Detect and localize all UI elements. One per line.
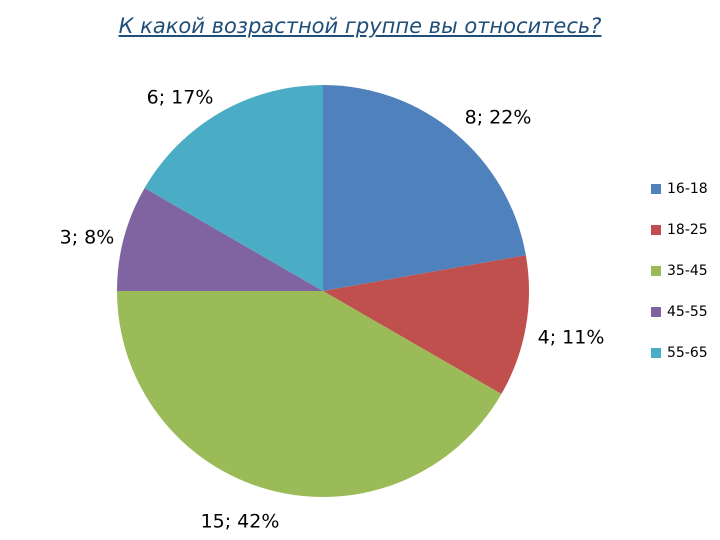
legend-label-45-55: 45-55 [667, 304, 708, 320]
pie-slice-45-55 [117, 188, 323, 291]
legend-swatch-45-55 [651, 307, 661, 317]
legend-swatch-16-18 [651, 184, 661, 194]
pie-slice-18-25 [323, 255, 529, 394]
legend-swatch-35-45 [651, 266, 661, 276]
data-label-45-55: 3; 8% [60, 227, 115, 249]
legend: 16-18 18-25 35-45 45-55 55-65 [651, 181, 708, 361]
data-labels: 8; 22% 4; 11% 15; 42% 3; 8% 6; 17% [60, 87, 605, 533]
chart-title: К какой возрастной группе вы относитесь? [118, 14, 602, 38]
legend-label-35-45: 35-45 [667, 263, 708, 279]
pie-slice-55-65 [144, 85, 323, 291]
legend-swatch-18-25 [651, 225, 661, 235]
legend-label-55-65: 55-65 [667, 345, 708, 361]
pie-slice-35-45 [117, 291, 502, 497]
pie-slices [117, 85, 529, 497]
data-label-55-65: 6; 17% [147, 87, 214, 109]
data-label-18-25: 4; 11% [538, 327, 605, 349]
legend-label-16-18: 16-18 [667, 181, 708, 197]
data-label-16-18: 8; 22% [465, 107, 532, 129]
data-label-35-45: 15; 42% [201, 511, 280, 533]
legend-label-18-25: 18-25 [667, 222, 708, 238]
legend-swatch-55-65 [651, 348, 661, 358]
pie-slice-16-18 [323, 85, 526, 291]
